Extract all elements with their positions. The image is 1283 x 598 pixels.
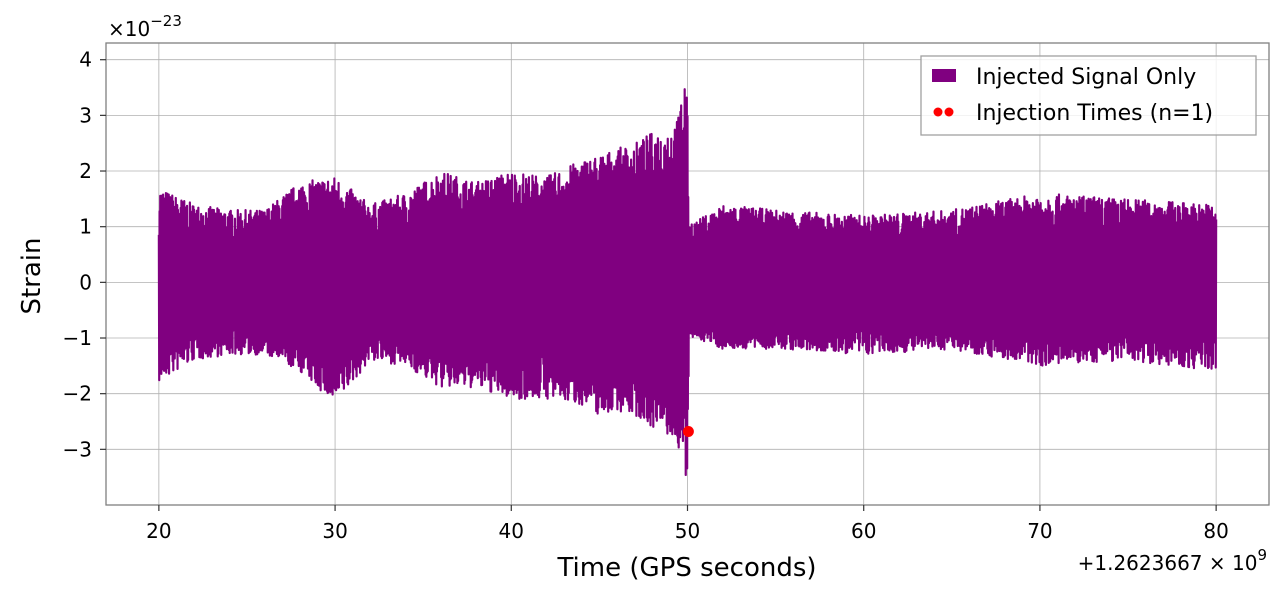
axis-ticks: 20 30 40 50 60 70 80 −3 −2 −1 0 1 2 3 4 [63,48,1229,543]
injected-signal-trace [157,88,1218,477]
x-axis-offset-label: +1.2623667 × 109 [1078,546,1267,575]
y-tick-label: 2 [79,159,92,183]
y-tick-label: −3 [63,437,92,461]
plot-data [157,88,1218,477]
y-axis-scale-label: ×10−23 [108,12,182,41]
legend-box [920,55,1257,136]
legend-swatch-injected-signal [932,69,956,82]
y-tick-label: −2 [63,382,92,406]
legend-label-injection-times: Injection Times (n=1) [976,101,1213,126]
legend-marker-injection-times [944,107,954,117]
y-tick-label: −1 [63,326,92,350]
legend-marker-injection-times [933,107,943,117]
y-tick-label: 4 [79,48,92,72]
y-tick-label: 0 [79,270,92,294]
y-tick-label: 3 [79,103,92,127]
x-tick-label: 20 [146,519,171,543]
injected-signal-core [158,184,1217,373]
y-tick-label: 1 [79,215,92,239]
injection-time-marker [682,426,694,438]
x-tick-label: 70 [1027,519,1052,543]
y-axis-label: Strain [17,237,47,314]
x-axis-label: Time (GPS seconds) [556,553,816,583]
x-tick-label: 60 [851,519,876,543]
x-tick-label: 40 [499,519,524,543]
x-tick-label: 80 [1203,519,1228,543]
x-tick-label: 30 [322,519,347,543]
legend: Injected Signal Only Injection Times (n=… [920,55,1257,136]
legend-label-injected-signal: Injected Signal Only [976,65,1196,90]
x-tick-label: 50 [675,519,700,543]
